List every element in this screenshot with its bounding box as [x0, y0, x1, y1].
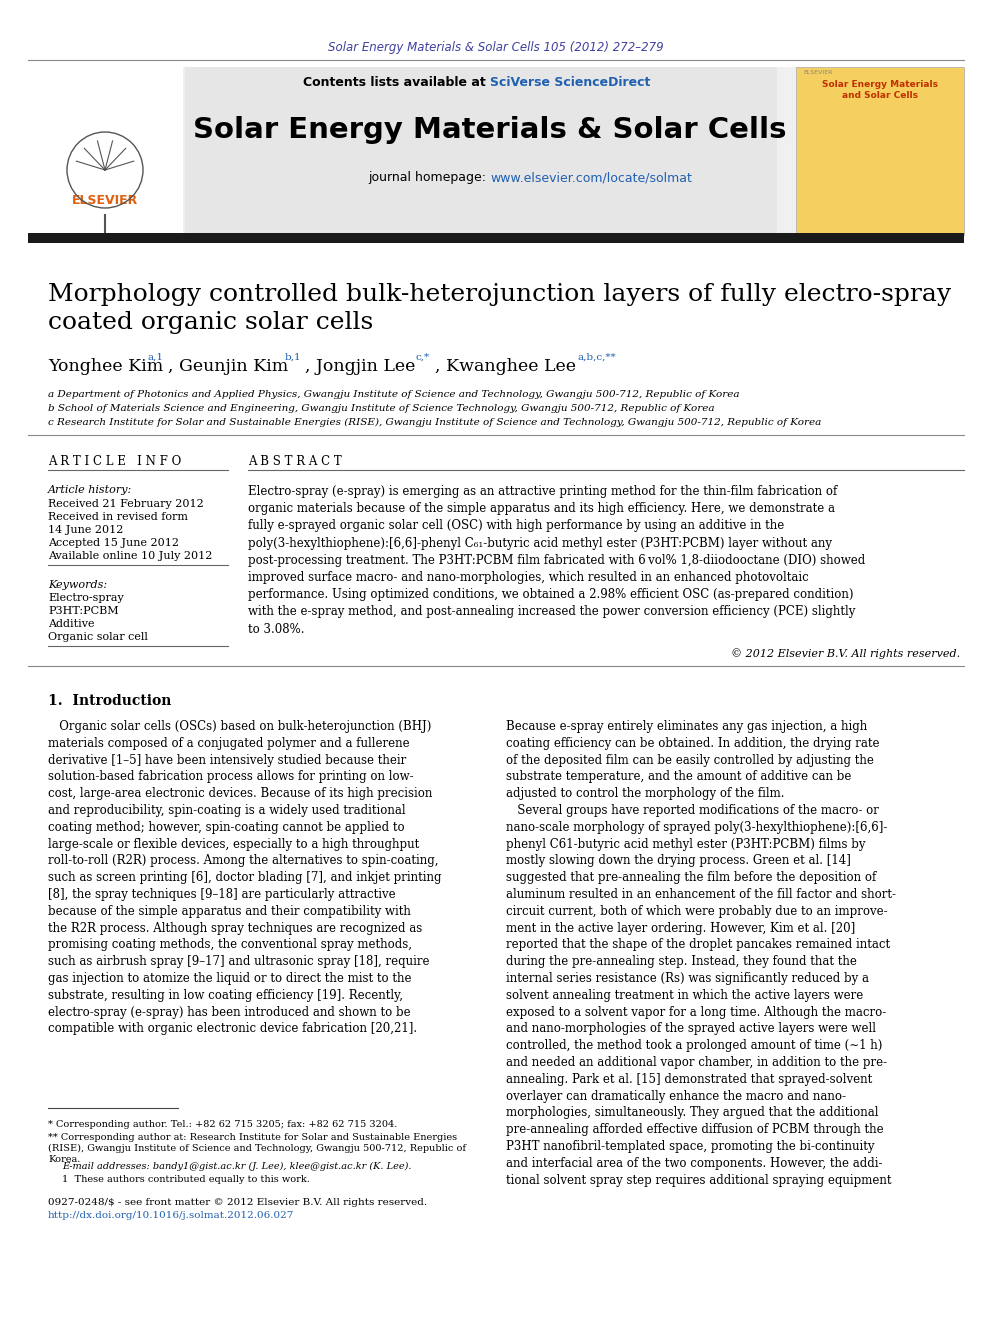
- Text: 1.  Introduction: 1. Introduction: [48, 695, 172, 708]
- Text: Solar Energy Materials
and Solar Cells: Solar Energy Materials and Solar Cells: [822, 79, 938, 101]
- Text: ** Corresponding author at: Research Institute for Solar and Sustainable Energie: ** Corresponding author at: Research Ins…: [48, 1132, 466, 1164]
- Text: b,1: b,1: [285, 353, 302, 363]
- Text: Received in revised form: Received in revised form: [48, 512, 188, 523]
- Text: c,*: c,*: [415, 353, 430, 363]
- Text: ELSEVIER: ELSEVIER: [803, 70, 832, 74]
- Text: © 2012 Elsevier B.V. All rights reserved.: © 2012 Elsevier B.V. All rights reserved…: [731, 648, 960, 659]
- Text: ELSEVIER: ELSEVIER: [71, 193, 138, 206]
- Text: Accepted 15 June 2012: Accepted 15 June 2012: [48, 538, 179, 548]
- Text: , Geunjin Kim: , Geunjin Kim: [168, 359, 289, 374]
- Text: A B S T R A C T: A B S T R A C T: [248, 455, 342, 468]
- FancyBboxPatch shape: [185, 67, 777, 235]
- Text: c Research Institute for Solar and Sustainable Energies (RISE), Gwangju Institut: c Research Institute for Solar and Susta…: [48, 418, 821, 427]
- FancyBboxPatch shape: [796, 67, 964, 235]
- Text: 0927-0248/$ - see front matter © 2012 Elsevier B.V. All rights reserved.: 0927-0248/$ - see front matter © 2012 El…: [48, 1199, 428, 1207]
- Text: 1  These authors contributed equally to this work.: 1 These authors contributed equally to t…: [62, 1175, 310, 1184]
- Text: journal homepage:: journal homepage:: [368, 172, 490, 184]
- Text: A R T I C L E   I N F O: A R T I C L E I N F O: [48, 455, 182, 468]
- Text: , Jongjin Lee: , Jongjin Lee: [305, 359, 416, 374]
- Text: Solar Energy Materials & Solar Cells: Solar Energy Materials & Solar Cells: [193, 116, 787, 144]
- Text: a Department of Photonics and Applied Physics, Gwangju Institute of Science and : a Department of Photonics and Applied Ph…: [48, 390, 739, 400]
- FancyBboxPatch shape: [28, 233, 964, 243]
- Text: E-mail addresses: bandy1@gist.ac.kr (J. Lee), klee@gist.ac.kr (K. Lee).: E-mail addresses: bandy1@gist.ac.kr (J. …: [62, 1162, 412, 1171]
- Text: Article history:: Article history:: [48, 486, 132, 495]
- Text: P3HT:PCBM: P3HT:PCBM: [48, 606, 119, 617]
- FancyBboxPatch shape: [28, 67, 964, 235]
- Text: 14 June 2012: 14 June 2012: [48, 525, 123, 534]
- Text: Electro-spray: Electro-spray: [48, 593, 124, 603]
- Text: Because e-spray entirely eliminates any gas injection, a high
coating efficiency: Because e-spray entirely eliminates any …: [506, 720, 896, 1187]
- Text: * Corresponding author. Tel.: +82 62 715 3205; fax: +82 62 715 3204.: * Corresponding author. Tel.: +82 62 715…: [48, 1121, 398, 1129]
- Text: Yonghee Kim: Yonghee Kim: [48, 359, 164, 374]
- Text: Morphology controlled bulk-heterojunction layers of fully electro-spray
coated o: Morphology controlled bulk-heterojunctio…: [48, 283, 951, 333]
- Text: a,1: a,1: [148, 353, 164, 363]
- Text: SciVerse ScienceDirect: SciVerse ScienceDirect: [490, 75, 651, 89]
- FancyBboxPatch shape: [185, 67, 775, 235]
- Text: b School of Materials Science and Engineering, Gwangju Institute of Science Tech: b School of Materials Science and Engine…: [48, 404, 714, 413]
- Text: Available online 10 July 2012: Available online 10 July 2012: [48, 550, 212, 561]
- Text: Electro-spray (e-spray) is emerging as an attractive printing method for the thi: Electro-spray (e-spray) is emerging as a…: [248, 486, 865, 635]
- Text: Solar Energy Materials & Solar Cells 105 (2012) 272–279: Solar Energy Materials & Solar Cells 105…: [328, 41, 664, 54]
- Text: a,b,c,**: a,b,c,**: [578, 353, 617, 363]
- Text: http://dx.doi.org/10.1016/j.solmat.2012.06.027: http://dx.doi.org/10.1016/j.solmat.2012.…: [48, 1211, 295, 1220]
- Text: Keywords:: Keywords:: [48, 579, 107, 590]
- Text: Additive: Additive: [48, 619, 94, 628]
- FancyBboxPatch shape: [28, 67, 183, 235]
- Text: Contents lists available at: Contents lists available at: [303, 75, 490, 89]
- Text: , Kwanghee Lee: , Kwanghee Lee: [435, 359, 576, 374]
- Text: Organic solar cells (OSCs) based on bulk-heterojunction (BHJ)
materials composed: Organic solar cells (OSCs) based on bulk…: [48, 720, 441, 1036]
- Text: Received 21 February 2012: Received 21 February 2012: [48, 499, 203, 509]
- Text: www.elsevier.com/locate/solmat: www.elsevier.com/locate/solmat: [490, 172, 691, 184]
- Text: Organic solar cell: Organic solar cell: [48, 632, 148, 642]
